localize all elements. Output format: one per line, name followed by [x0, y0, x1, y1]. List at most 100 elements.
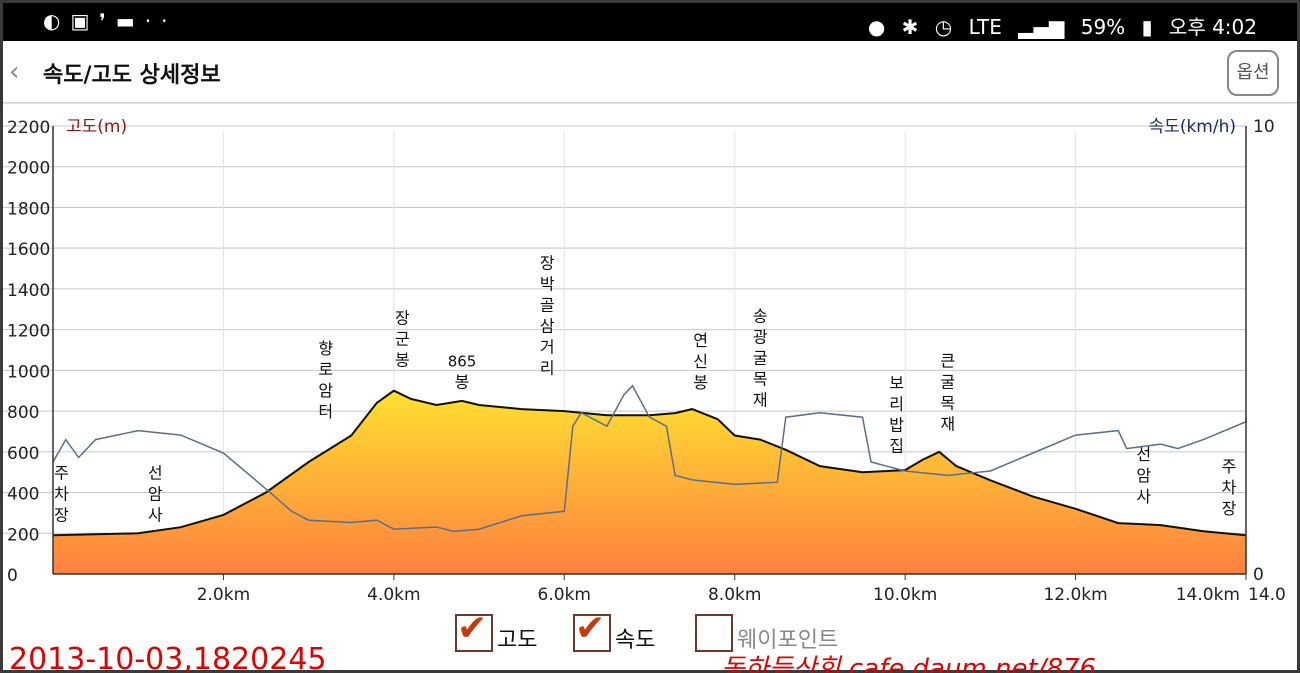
waypoint-label-char: 큰: [940, 351, 955, 370]
x-tick-label: 14.0km: [1176, 585, 1240, 605]
x-tick-label: 8.0km: [708, 585, 761, 605]
waypoint-label-char: 연: [693, 331, 708, 350]
altitude-toggle-label: 고도: [497, 628, 538, 653]
watermark: 동하등산회 cafe.daum.net/876: [721, 654, 1097, 673]
waypoint-label-char: 봉: [693, 373, 708, 392]
clock: 오후 4:02: [1168, 15, 1257, 39]
waypoint-label-char: 리: [540, 359, 555, 378]
waypoint-label-char: 군: [395, 330, 410, 349]
waypoint-label-char: 주: [54, 463, 69, 482]
checkmark-icon: ✔: [457, 608, 488, 649]
y-tick-label: 1000: [7, 362, 50, 382]
waypoint-label-char: 거: [540, 338, 555, 357]
alarm-icon: ◷: [934, 15, 953, 39]
altitude-checkbox[interactable]: [455, 614, 493, 652]
y-tick-label: 200: [7, 525, 39, 545]
waypoint-label-char: 굴: [940, 372, 955, 391]
waypoint-label-char: 암: [318, 381, 333, 400]
option-button[interactable]: 옵션: [1227, 50, 1279, 96]
waypoint-label-char: 박: [540, 275, 555, 294]
x-tick-label: 10.0km: [873, 585, 937, 605]
waypoint-label-char: 광: [753, 327, 768, 346]
waypoint-label-char: 리: [889, 395, 904, 414]
elevation-speed-chart: 0 200 400 600 800 1000 1200 1400 1600 1800 2000 220…: [3, 117, 1286, 605]
battery-percent: 59%: [1080, 15, 1126, 39]
left-axis-title: 고도(m): [66, 117, 127, 137]
y-tick-label: 1200: [7, 322, 50, 342]
waypoint-checkbox[interactable]: [695, 614, 733, 652]
checkmark-icon: ✔: [575, 608, 606, 649]
x-tick-label: 2.0km: [197, 585, 250, 605]
y-tick-label: 400: [7, 485, 39, 505]
waypoint-label-char: 보: [889, 374, 904, 393]
speed-checkbox[interactable]: [573, 614, 611, 652]
speed-line: [52, 384, 1247, 533]
y-tick-label: 2000: [7, 159, 50, 179]
waypoint-label-char: 재: [753, 390, 768, 409]
right-axis-title: 속도(km/h): [1149, 117, 1236, 137]
altitude-area: [53, 390, 1246, 574]
bluetooth-icon: ✱: [901, 15, 919, 39]
network-type: LTE: [968, 15, 1002, 39]
waypoint-label-char: 주: [1222, 457, 1237, 476]
x-tick-label: 6.0km: [538, 585, 591, 605]
waypoint-label-char: 장: [1222, 499, 1237, 518]
waypoint-label-char: 사: [148, 505, 163, 524]
status-right: ● ✱ ◷ LTE ▂▄▆ 59% ▮ 오후 4:02: [858, 11, 1257, 40]
waypoint-label-char: 장: [54, 505, 69, 524]
location-icon: ●: [867, 15, 886, 39]
waypoint-label-char: 송: [753, 306, 768, 325]
waypoint-label-char: 재: [940, 414, 955, 433]
y-tick-label: 800: [7, 403, 39, 423]
waypoint-label-char: 목: [940, 393, 955, 412]
message-icon: ❜: [99, 9, 116, 33]
waypoint-label: 865: [448, 352, 477, 370]
y-tick-label: 0: [7, 566, 18, 586]
more-dots-icon: ··: [144, 9, 178, 33]
waypoint-label-char: 집: [889, 437, 904, 456]
chart-area: 0 200 400 600 800 1000 1200 1400 1600 1800 2000 220…: [3, 104, 1297, 612]
waypoint-label-char: 신: [693, 352, 708, 371]
status-left-icons: ◐▣❜▬··: [43, 9, 177, 33]
y-tick-label: 2200: [7, 118, 50, 138]
waypoint-label-char: 선: [148, 463, 163, 482]
facebook-icon: ▣: [70, 9, 100, 33]
waypoint-label-char: 장: [540, 254, 555, 273]
status-bar: ◐▣❜▬·· ● ✱ ◷ LTE ▂▄▆ 59% ▮ 오후 4:02: [3, 3, 1297, 41]
date-stamp: 2013-10-03,1820245: [9, 642, 327, 673]
x-tick-label: 12.0km: [1043, 585, 1107, 605]
battery-icon: ▮: [1141, 15, 1153, 39]
waypoint-label-char: 터: [318, 402, 333, 421]
waypoint-label-char: 굴: [753, 348, 768, 367]
page-title: 속도/고도 상세정보: [43, 63, 221, 88]
back-chevron-icon[interactable]: ‹: [9, 57, 20, 87]
waypoint-label-char: 밥: [889, 416, 904, 435]
x-tick-label: 4.0km: [367, 585, 420, 605]
waypoint-label-char: 사: [1136, 487, 1151, 506]
waypoint-label-char: 향: [318, 339, 333, 358]
waypoint-label-char: 선: [1136, 445, 1151, 464]
y-tick-label: 1800: [7, 199, 50, 219]
right-tick-label: 10: [1253, 117, 1275, 137]
waypoint-label-char: 목: [753, 369, 768, 388]
chat-icon: ▬: [115, 9, 145, 33]
waypoint-label-char: 차: [54, 484, 69, 503]
waypoint-label-char: 봉: [455, 372, 470, 391]
app-bar: ‹ 속도/고도 상세정보 옵션: [3, 41, 1297, 103]
right-tick-label: 0: [1253, 565, 1264, 585]
waypoint-label-char: 암: [1136, 466, 1151, 485]
waypoint-label-char: 장: [395, 309, 410, 328]
waypoint-toggle-label: 웨이포인트: [737, 628, 839, 653]
waypoint-label-char: 삼: [540, 317, 555, 336]
y-tick-label: 1600: [7, 240, 50, 260]
waypoint-label-char: 봉: [395, 351, 410, 370]
waypoint-label-char: 차: [1222, 478, 1237, 497]
altitude-line: [52, 389, 1247, 537]
signal-icon: ▂▄▆: [1018, 15, 1065, 39]
x-tick-label: 14.0: [1248, 585, 1286, 605]
y-tick-label: 1400: [7, 281, 50, 301]
waypoint-label-char: 골: [540, 296, 555, 315]
y-tick-label: 600: [7, 444, 39, 464]
speed-toggle-label: 속도: [615, 628, 656, 653]
